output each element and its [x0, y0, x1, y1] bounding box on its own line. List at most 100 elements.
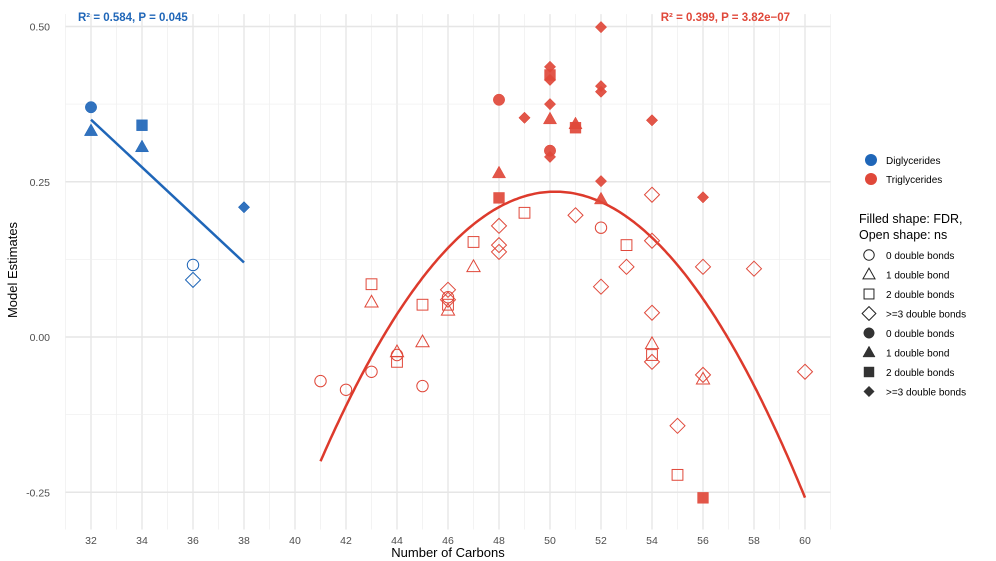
- triglycerides-point-square-filled: [569, 122, 582, 134]
- triglycerides-point-diamond-open: [796, 363, 814, 380]
- triglycerides-point-triangle-filled: [491, 165, 507, 179]
- triglycerides-point-diamond-filled: [594, 85, 608, 98]
- legend-label-diglycerides: Diglycerides: [886, 156, 940, 167]
- triglycerides-fit-curve: [319, 190, 807, 499]
- legend: Diglycerides Triglycerides Filled shape: F…: [859, 154, 966, 399]
- legend-shape-label: 0 double bonds: [886, 251, 954, 262]
- diglycerides-point-circle-open: [186, 258, 200, 272]
- legend-triangle-filled-icon: [862, 345, 876, 358]
- x-tick-label: 44: [391, 535, 403, 547]
- x-tick-label: 38: [238, 535, 250, 547]
- triglycerides-point-square-filled: [697, 492, 709, 504]
- x-tick-label: 60: [799, 535, 811, 547]
- x-tick-label: 52: [595, 535, 607, 547]
- x-tick-label: 50: [544, 535, 556, 547]
- legend-diamond-filled-icon: [863, 385, 875, 398]
- triglycerides-point-diamond-open: [490, 243, 508, 261]
- legend-shape-label: 2 double bonds: [886, 368, 954, 379]
- legend-color-diglycerides: [865, 154, 877, 166]
- triglycerides-point-square-open: [646, 349, 658, 361]
- diglycerides-point-square-filled: [136, 119, 148, 131]
- y-tick-label: -0.25: [26, 487, 50, 499]
- legend-shape-title: Open shape: ns: [859, 228, 947, 242]
- triglycerides-point-square-open: [365, 278, 378, 291]
- triglycerides-point-diamond-open: [745, 260, 763, 277]
- triglycerides-point-diamond-filled: [543, 98, 557, 111]
- triglycerides-point-square-open: [391, 355, 403, 368]
- triglycerides-point-circle-filled: [493, 93, 505, 106]
- triglycerides-point-square-open: [467, 236, 480, 248]
- triglycerides-point-square-open: [416, 298, 429, 311]
- x-tick-label: 58: [748, 535, 760, 547]
- legend-triangle-open-icon: [862, 267, 876, 280]
- x-axis-title: Number of Carbons: [391, 545, 505, 560]
- legend-shape-label: 1 double bond: [886, 271, 949, 282]
- triglycerides-point-diamond-open: [694, 366, 712, 384]
- triglycerides-point-circle-open: [390, 348, 404, 362]
- legend-diamond-open-icon: [861, 305, 877, 322]
- triglycerides-point-square-open: [620, 239, 633, 251]
- triglycerides-point-diamond-filled: [696, 191, 710, 204]
- x-tick-label: 54: [646, 535, 658, 547]
- triglycerides-point-diamond-open: [618, 258, 635, 276]
- diglycerides-point-diamond-filled: [237, 201, 251, 214]
- x-tick-label: 32: [85, 535, 97, 547]
- triglycerides-point-diamond-open: [643, 304, 661, 321]
- triglycerides-point-circle-open: [365, 365, 378, 378]
- triglycerides-point-circle-open: [594, 221, 608, 234]
- triglycerides-point-square-open: [442, 298, 454, 311]
- legend-color-triglycerides: [865, 173, 877, 185]
- triglycerides-point-diamond-open: [694, 258, 712, 276]
- legend-square-filled-icon: [863, 366, 875, 378]
- triglycerides-point-triangle-open: [466, 258, 481, 273]
- triglycerides-point-circle-open: [339, 383, 353, 396]
- triglycerides-point-triangle-open: [364, 294, 379, 308]
- triglycerides-point-diamond-open: [592, 278, 610, 295]
- diglycerides-annotation: R² = 0.584, P = 0.045: [78, 12, 188, 24]
- x-tick-label: 40: [289, 535, 301, 547]
- triglycerides-point-diamond-open: [490, 217, 508, 235]
- x-tick-label: 42: [340, 535, 352, 547]
- triglycerides-point-square-filled: [493, 192, 505, 204]
- legend-shape-label: 2 double bonds: [886, 290, 954, 301]
- triglycerides-point-triangle-open: [695, 371, 711, 385]
- x-tick-label: 46: [442, 535, 454, 547]
- legend-circle-open-icon: [863, 249, 875, 261]
- triglycerides-point-diamond-filled: [645, 114, 659, 127]
- legend-shape-label: >=3 double bonds: [886, 310, 966, 321]
- triglycerides-point-diamond-open: [490, 236, 508, 254]
- triglycerides-point-square-open: [518, 206, 531, 219]
- x-tick-label: 48: [493, 535, 505, 547]
- diglycerides-point-triangle-filled: [134, 139, 150, 153]
- y-tick-label: 0.25: [30, 177, 51, 189]
- diglycerides-point-triangle-filled: [83, 123, 99, 136]
- diglycerides-point-diamond-open: [184, 271, 202, 289]
- triglycerides-point-triangle-open: [644, 335, 660, 350]
- triglycerides-point-diamond-open: [439, 281, 457, 299]
- legend-circle-filled-icon: [863, 327, 875, 339]
- triglycerides-point-diamond-filled: [594, 175, 608, 188]
- triglycerides-point-square-open: [671, 468, 684, 481]
- x-tick-label: 34: [136, 535, 148, 547]
- data-points: [83, 21, 814, 504]
- triglycerides-point-diamond-filled: [543, 150, 557, 163]
- y-axis-title: Model Estimates: [5, 221, 20, 318]
- triglycerides-point-triangle-filled: [593, 191, 609, 205]
- triglycerides-point-diamond-open: [643, 186, 661, 203]
- triglycerides-point-diamond-open: [669, 417, 686, 435]
- legend-shape-title: Filled shape: FDR,: [859, 212, 963, 226]
- triglycerides-point-circle-open: [314, 374, 327, 388]
- triglycerides-point-diamond-filled: [594, 21, 608, 34]
- legend-shape-label: 0 double bonds: [886, 329, 954, 340]
- x-tick-label: 56: [697, 535, 709, 547]
- triglycerides-point-triangle-open: [440, 302, 456, 316]
- triglycerides-point-diamond-filled: [543, 73, 557, 86]
- x-tick-label: 36: [187, 535, 199, 547]
- legend-shape-label: 1 double bond: [886, 349, 949, 360]
- fit-lines: [90, 118, 807, 499]
- y-tick-label: 0.50: [30, 22, 51, 34]
- triglycerides-point-diamond-filled: [518, 111, 531, 124]
- triglycerides-point-diamond-open: [643, 353, 661, 371]
